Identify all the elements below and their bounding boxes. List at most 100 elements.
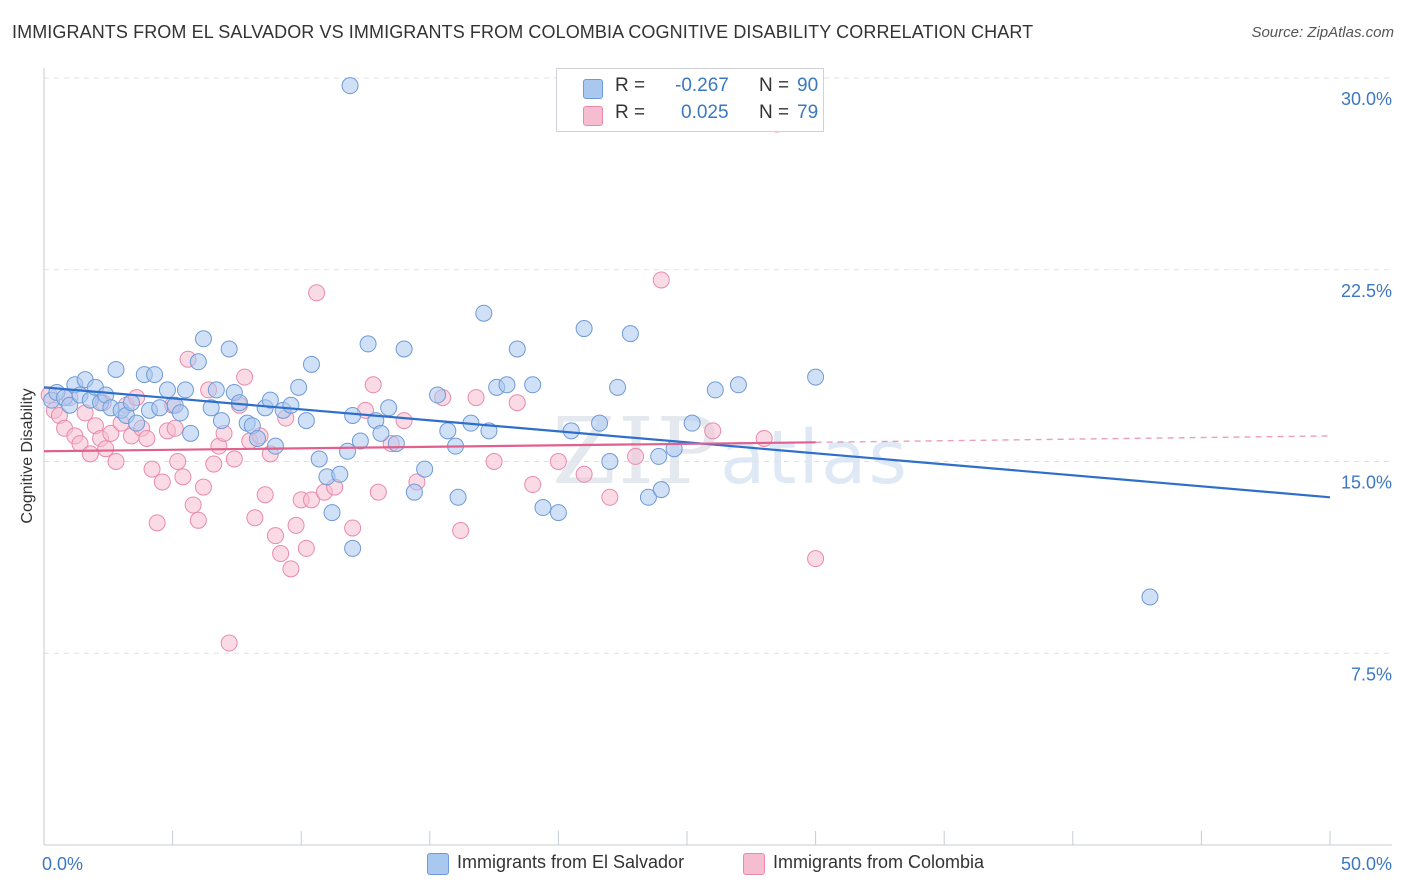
legend-label-colombia: Immigrants from Colombia bbox=[773, 852, 985, 872]
data-point-colombia bbox=[601, 488, 619, 506]
data-point-colombia bbox=[107, 453, 125, 470]
data-point-colombia bbox=[364, 376, 382, 394]
data-point-colombia bbox=[148, 514, 166, 532]
data-point-colombia bbox=[467, 389, 485, 407]
data-point-el-salvador bbox=[151, 399, 169, 417]
data-point-el-salvador bbox=[122, 394, 140, 412]
data-point-colombia bbox=[236, 368, 254, 386]
stats-n-value: 79 bbox=[797, 102, 819, 123]
data-point-el-salvador bbox=[310, 450, 328, 468]
axes bbox=[43, 68, 1392, 846]
data-point-colombia bbox=[297, 539, 315, 557]
data-point-colombia bbox=[652, 271, 670, 289]
data-point-el-salvador bbox=[297, 412, 315, 430]
data-point-el-salvador bbox=[212, 412, 230, 430]
data-point-el-salvador bbox=[261, 391, 279, 409]
data-point-colombia bbox=[282, 560, 300, 578]
data-point-colombia bbox=[138, 429, 156, 447]
series-colombia-points bbox=[40, 115, 825, 652]
y-tick-label: 7.5% bbox=[1351, 664, 1392, 684]
legend-label-el-salvador: Immigrants from El Salvador bbox=[457, 852, 685, 872]
data-point-el-salvador bbox=[1141, 588, 1159, 606]
data-point-el-salvador bbox=[524, 376, 542, 394]
data-point-el-salvador bbox=[128, 414, 146, 432]
data-point-colombia bbox=[184, 496, 202, 514]
data-point-el-salvador bbox=[302, 355, 320, 373]
trend-lines bbox=[43, 386, 1331, 499]
stats-swatch-el-salvador bbox=[583, 79, 603, 99]
data-point-el-salvador bbox=[338, 442, 356, 460]
data-point-el-salvador bbox=[158, 381, 176, 399]
data-point-el-salvador bbox=[220, 340, 238, 358]
data-point-colombia bbox=[143, 460, 161, 478]
data-point-colombia bbox=[755, 429, 773, 447]
data-point-el-salvador bbox=[266, 437, 284, 455]
y-tick-label: 30.0% bbox=[1341, 89, 1392, 109]
legend-swatch-el-salvador bbox=[427, 853, 449, 875]
data-point-el-salvador bbox=[372, 424, 390, 442]
grid bbox=[44, 77, 1392, 654]
data-point-colombia bbox=[524, 476, 542, 494]
data-point-el-salvador bbox=[449, 488, 467, 506]
stats-r-value: 0.025 bbox=[681, 102, 729, 123]
data-point-el-salvador bbox=[439, 422, 457, 440]
data-point-colombia bbox=[189, 511, 207, 529]
y-tick-label: 15.0% bbox=[1341, 473, 1392, 493]
data-point-colombia bbox=[225, 450, 243, 468]
data-point-el-salvador bbox=[807, 368, 825, 386]
data-point-el-salvador bbox=[729, 376, 747, 394]
data-point-el-salvador bbox=[508, 340, 526, 358]
trend-line-el-salvador bbox=[43, 386, 1331, 499]
data-point-colombia bbox=[287, 516, 305, 534]
data-point-el-salvador bbox=[706, 381, 724, 399]
data-point-el-salvador bbox=[359, 335, 377, 353]
stats-r-label: R = bbox=[615, 102, 646, 123]
data-point-colombia bbox=[485, 453, 503, 470]
y-tick-label: 22.5% bbox=[1341, 281, 1392, 301]
data-point-el-salvador bbox=[107, 360, 125, 378]
data-point-el-salvador bbox=[475, 304, 493, 322]
x-tick-label: 50.0% bbox=[1341, 854, 1392, 874]
data-point-el-salvador bbox=[549, 504, 567, 522]
chart-source: Source: ZipAtlas.com bbox=[1251, 24, 1394, 41]
data-point-colombia bbox=[81, 445, 99, 463]
data-point-colombia bbox=[153, 473, 171, 491]
data-point-el-salvador bbox=[202, 399, 220, 417]
data-point-el-salvador bbox=[146, 366, 164, 384]
data-point-el-salvador bbox=[652, 481, 670, 499]
data-point-el-salvador bbox=[601, 453, 619, 470]
data-point-el-salvador bbox=[429, 386, 447, 404]
data-point-el-salvador bbox=[575, 320, 593, 338]
stats-r-value: -0.267 bbox=[675, 75, 729, 96]
stats-r-label: R = bbox=[615, 75, 646, 96]
data-point-el-salvador bbox=[182, 424, 200, 442]
data-point-el-salvador bbox=[416, 460, 434, 478]
data-point-colombia bbox=[246, 509, 264, 527]
data-point-el-salvador bbox=[395, 340, 413, 358]
stats-n-label: N = bbox=[759, 102, 790, 123]
data-point-colombia bbox=[308, 284, 326, 302]
data-point-el-salvador bbox=[344, 406, 362, 424]
legend-swatch-colombia bbox=[743, 853, 765, 875]
data-point-colombia bbox=[575, 465, 593, 483]
data-point-colombia bbox=[174, 468, 192, 486]
data-point-colombia bbox=[102, 424, 120, 442]
stats-n-value: 90 bbox=[797, 75, 819, 96]
data-point-colombia bbox=[395, 412, 413, 430]
data-point-colombia bbox=[704, 422, 722, 440]
series-el-salvador-points bbox=[43, 77, 1159, 606]
data-point-el-salvador bbox=[248, 429, 266, 447]
data-point-colombia bbox=[220, 634, 238, 652]
data-point-el-salvador bbox=[351, 432, 369, 450]
data-point-el-salvador bbox=[650, 447, 668, 465]
data-point-el-salvador bbox=[387, 435, 405, 453]
trend-line-extension-colombia bbox=[815, 435, 1331, 444]
data-point-el-salvador bbox=[344, 539, 362, 557]
data-point-el-salvador bbox=[380, 399, 398, 417]
data-point-colombia bbox=[807, 550, 825, 568]
trend-line-colombia bbox=[43, 441, 816, 453]
data-point-el-salvador bbox=[282, 396, 300, 414]
data-point-colombia bbox=[205, 455, 223, 473]
data-point-colombia bbox=[369, 483, 387, 501]
